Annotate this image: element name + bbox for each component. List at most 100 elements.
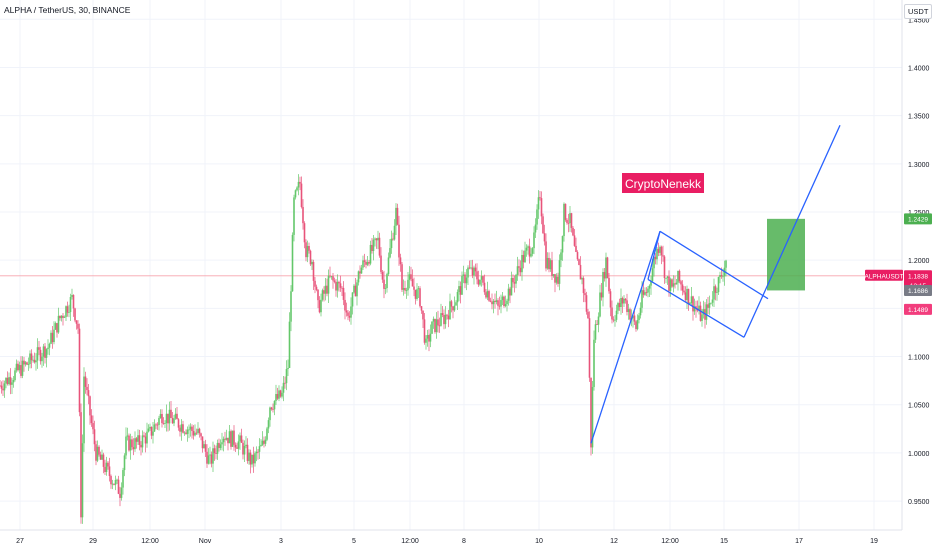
impulse-trendline — [590, 231, 661, 444]
candle-body — [371, 244, 373, 251]
candle-body — [710, 302, 712, 304]
candle-body — [713, 286, 715, 300]
candle-body — [165, 413, 168, 424]
candle-body — [402, 287, 405, 290]
candle-body — [462, 274, 465, 276]
candle-body — [620, 298, 622, 308]
candle-body — [180, 424, 183, 432]
candle-body — [413, 286, 415, 290]
candle-body — [227, 437, 229, 444]
candle-body — [549, 260, 552, 270]
candle-body — [615, 310, 618, 320]
candle-body — [632, 315, 634, 319]
candle-body — [324, 285, 327, 294]
candle-body — [569, 213, 571, 224]
candle-body — [86, 386, 88, 391]
watermark-bg — [622, 173, 704, 193]
drawing-layer[interactable] — [590, 125, 841, 444]
candle-body — [354, 285, 357, 297]
candle-body — [372, 239, 375, 251]
candle-body — [468, 267, 471, 269]
position-zones[interactable] — [767, 218, 805, 291]
candle-body — [176, 413, 178, 420]
candle-body — [174, 413, 177, 419]
candle-body — [138, 435, 141, 445]
candle-body — [203, 444, 205, 449]
currency-button[interactable]: USDT — [904, 4, 932, 19]
candle-body — [245, 444, 247, 447]
candles-layer — [0, 174, 727, 524]
candle-body — [33, 359, 36, 363]
candle-body — [416, 289, 418, 299]
candle-body — [156, 424, 159, 426]
candle-body — [183, 432, 186, 434]
candle-body — [216, 442, 219, 454]
candle-body — [633, 315, 636, 322]
candle-body — [552, 274, 555, 276]
candle-body — [531, 248, 534, 254]
candle-body — [591, 387, 594, 448]
candle-body — [105, 462, 108, 472]
y-tick-label: 1.3500 — [908, 114, 930, 121]
time-axis[interactable]: 27 29 12:00 Nov 3 5 12:00 8 10 12 12:00 15 17 19 — [0, 529, 902, 545]
candle-body — [677, 270, 679, 283]
candle-body — [284, 382, 286, 384]
x-tick-label: 12:00 — [141, 538, 159, 545]
candle-body — [333, 280, 336, 282]
candle-body — [711, 299, 714, 303]
candle-body — [668, 276, 670, 291]
candle-body — [3, 383, 6, 391]
candle-body — [206, 451, 208, 464]
candle-body — [192, 431, 195, 436]
candle-body — [83, 376, 85, 444]
candle-body — [258, 446, 261, 452]
candle-body — [480, 276, 483, 280]
candle-body — [9, 377, 12, 385]
candle-body — [542, 216, 544, 234]
candle-body — [530, 253, 532, 257]
candle-body — [15, 363, 18, 371]
candle-body — [264, 439, 267, 444]
candle-body — [458, 286, 460, 293]
candle-body — [291, 234, 294, 292]
candle-body — [188, 429, 190, 431]
candle-body — [56, 323, 58, 333]
candle-body — [650, 281, 652, 286]
flag-upper-line — [659, 230, 769, 300]
candle-body — [608, 277, 610, 292]
candle-body — [687, 288, 690, 304]
candle-body — [560, 252, 562, 261]
candle-body — [101, 454, 103, 460]
candle-body — [230, 431, 232, 447]
candle-body — [107, 462, 109, 467]
candle-body — [66, 306, 69, 313]
candle-body — [342, 287, 345, 300]
candle-body — [594, 324, 597, 340]
candle-body — [246, 444, 249, 461]
candle-body — [116, 479, 118, 481]
candle-body — [536, 209, 538, 225]
breakout-line — [743, 125, 841, 338]
candle-body — [452, 306, 454, 311]
candle-body — [68, 312, 70, 313]
candle-body — [254, 453, 256, 464]
candle-body — [590, 377, 592, 448]
candle-body — [344, 299, 346, 311]
candle-body — [428, 335, 430, 342]
candle-body — [315, 286, 318, 290]
price-axis[interactable]: 1.45001.40001.35001.30001.25001.20001.15… — [901, 0, 930, 530]
candle-body — [699, 305, 702, 321]
candle-body — [131, 439, 133, 448]
candle-body — [510, 277, 513, 296]
candle-body — [96, 446, 99, 461]
candle-body — [2, 388, 4, 391]
candle-body — [503, 296, 505, 307]
candle-body — [495, 300, 498, 302]
candle-body — [104, 466, 106, 472]
candle-body — [369, 244, 372, 264]
candle-body — [195, 432, 198, 434]
candle-body — [705, 304, 708, 320]
candle-body — [296, 187, 298, 191]
candle-body — [144, 436, 147, 444]
